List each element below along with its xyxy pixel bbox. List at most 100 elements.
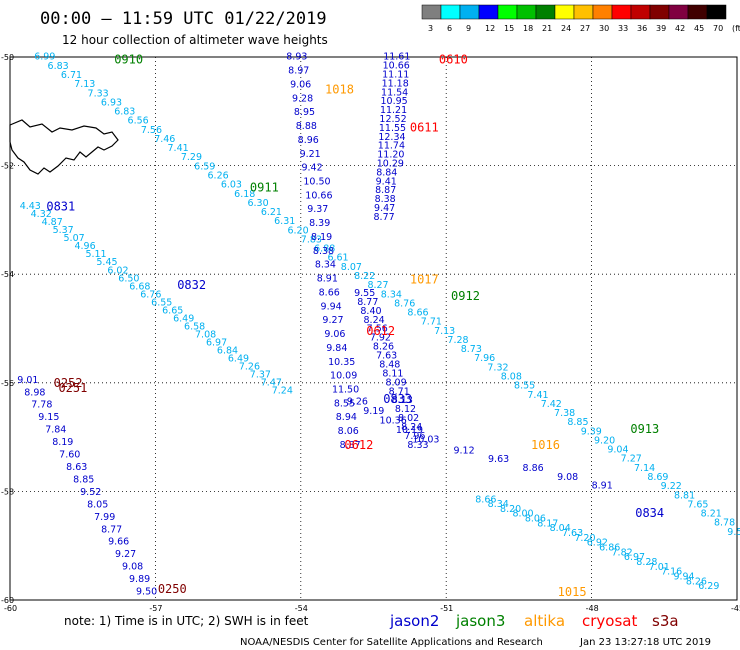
color-swatch — [535, 4, 556, 20]
x-tick-label: -54 — [295, 604, 308, 613]
swh-value: 7.16 — [661, 567, 682, 578]
swh-value: 7.56 — [367, 324, 388, 335]
pass-label: 0252 — [54, 376, 83, 390]
swh-value: 11.11 — [382, 70, 409, 81]
swh-value: 8.08 — [501, 372, 522, 383]
swh-value: 7.92 — [370, 333, 391, 344]
swh-value: 9.19 — [363, 406, 384, 417]
swh-value: 6.49 — [173, 313, 194, 324]
swh-value: 8.20 — [500, 504, 521, 515]
swh-value: 9.27 — [322, 315, 343, 326]
swh-value: 9.89 — [129, 574, 150, 585]
swh-value: 8.19 — [311, 232, 332, 243]
swh-value: 9.20 — [594, 435, 615, 446]
swh-value: 7.29 — [181, 152, 202, 163]
pass-label: 0834 — [635, 506, 664, 520]
color-swatch — [573, 4, 594, 20]
swh-value: 9.42 — [301, 163, 322, 174]
swh-value: 4.96 — [74, 241, 95, 252]
swh-value: 8.91 — [317, 274, 338, 285]
swh-value: 6.92 — [587, 538, 608, 549]
swh-value: 9.12 — [453, 445, 474, 456]
swh-value: 8.34 — [488, 499, 509, 510]
swh-value: 6.55 — [151, 297, 172, 308]
swh-value: 6.99 — [34, 52, 55, 63]
swh-value: 9.08 — [122, 562, 143, 573]
mission-altika: altika — [524, 612, 565, 630]
color-scale-label: 12 — [485, 24, 495, 33]
swh-value: 8.39 — [309, 218, 330, 229]
swh-value: 11.50 — [332, 384, 359, 395]
swh-value: 8.26 — [373, 342, 394, 353]
swh-value: 9.39 — [581, 426, 602, 437]
swh-value: 8.06 — [338, 426, 359, 437]
plot-frame — [9, 56, 738, 601]
swh-value: 7.46 — [154, 134, 175, 145]
color-scale-label: 45 — [694, 24, 704, 33]
y-tick-label: -52 — [1, 162, 14, 171]
swh-value: 7.60 — [59, 450, 80, 461]
swh-value: 7.20 — [574, 533, 595, 544]
swh-value: 7.33 — [88, 88, 109, 99]
swh-value: 7.99 — [94, 512, 115, 523]
swh-value: 7.26 — [239, 362, 260, 373]
color-scale-label: 42 — [675, 24, 685, 33]
swh-value: 9.55 — [354, 288, 375, 299]
swh-value: 6.84 — [217, 346, 238, 357]
swh-value: 9.37 — [307, 204, 328, 215]
mission-jason3: jason3 — [455, 612, 505, 630]
swh-value: 6.68 — [129, 281, 150, 292]
color-swatch — [592, 4, 613, 20]
color-swatch — [649, 4, 670, 20]
pass-label: 0912 — [451, 289, 480, 303]
swh-value: 6.59 — [194, 161, 215, 172]
swh-value: 8.27 — [367, 280, 388, 291]
swh-value: 6.83 — [48, 61, 69, 72]
swh-value: 8.63 — [66, 462, 87, 473]
swh-value: 9.66 — [108, 537, 129, 548]
swh-value: 7.63 — [376, 351, 397, 362]
swh-value: 10.66 — [383, 61, 410, 72]
swh-value: 6.31 — [274, 216, 295, 227]
swh-value: 10.36 — [380, 416, 407, 427]
swh-value: 7.32 — [487, 362, 508, 373]
swh-value: 8.09 — [385, 377, 406, 388]
swh-value: 8.86 — [523, 463, 544, 474]
swh-value: 9.28 — [292, 93, 313, 104]
pass-label: 0611 — [410, 121, 439, 135]
swh-value: 4.32 — [31, 209, 52, 220]
page-title: 00:00 – 11:59 UTC 01/22/2019 — [40, 9, 327, 29]
swh-value: 7.37 — [250, 370, 271, 381]
swh-value: 7.42 — [541, 399, 562, 410]
swh-value: 11.74 — [378, 141, 405, 152]
swh-value: 9.47 — [374, 203, 395, 214]
swh-value: 8.48 — [379, 359, 400, 370]
footer-credit: NOAA/NESDIS Center for Satellite Applica… — [240, 637, 543, 648]
y-tick-label: -58 — [1, 487, 14, 496]
swh-value: 6.86 — [599, 543, 620, 554]
swh-value: 9.84 — [326, 343, 347, 354]
swh-value: 8.33 — [407, 440, 428, 451]
swh-value: 8.55 — [514, 381, 535, 392]
swh-value: 8.05 — [87, 499, 108, 510]
swh-value: 9.01 — [17, 375, 38, 386]
swh-value: 6.97 — [206, 337, 227, 348]
swh-value: 9.52 — [80, 487, 101, 498]
swh-value: 7.27 — [621, 454, 642, 465]
y-tick-label: -60 — [1, 596, 14, 605]
swh-value: 6.20 — [287, 225, 308, 236]
swh-value: 7.71 — [421, 317, 442, 328]
pass-label: 1018 — [325, 83, 354, 97]
swh-value: 8.06 — [525, 514, 546, 525]
color-scale-label: 21 — [542, 24, 552, 33]
color-scale-label: 36 — [637, 24, 647, 33]
pass-label: 0612 — [344, 438, 373, 452]
swh-value: 6.83 — [114, 107, 135, 118]
swh-value: 10.09 — [330, 371, 357, 382]
pass-label: 0911 — [250, 180, 279, 194]
swh-value: 7.08 — [195, 329, 216, 340]
swh-value: 6.03 — [221, 180, 242, 191]
swh-value: 12.34 — [378, 132, 405, 143]
x-tick-label: -60 — [4, 604, 17, 613]
pass-label: 0610 — [439, 53, 468, 67]
